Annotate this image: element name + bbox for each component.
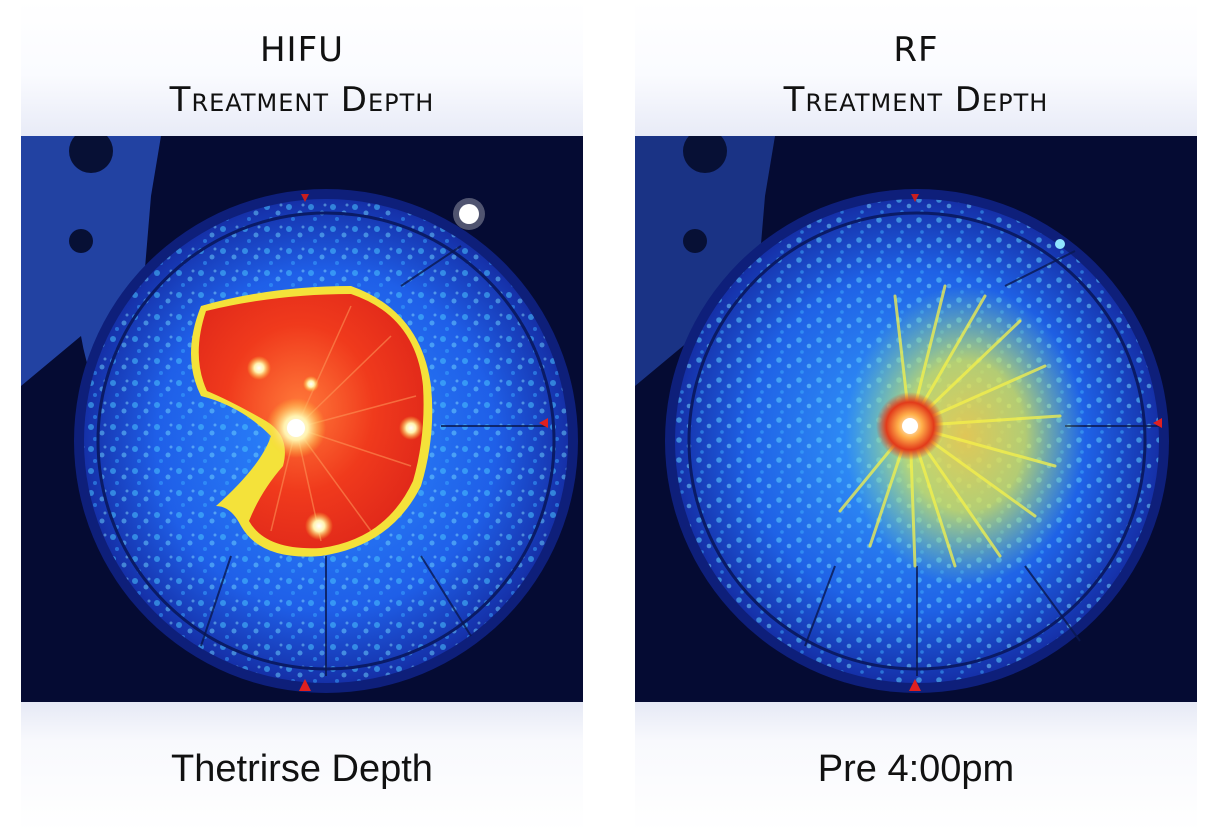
rf-panel: RF Treatment Depth — [635, 0, 1197, 832]
rf-heatmap-svg — [635, 136, 1197, 702]
bottom-marker-icon — [299, 679, 311, 691]
rf-caption: Pre 4:00pm — [817, 748, 1015, 790]
bottom-marker-icon — [909, 679, 921, 691]
hifu-caption: Thetrirse Depth — [171, 748, 433, 790]
right-marker-icon — [1153, 418, 1162, 428]
hifu-subtitle: Treatment Depth — [169, 80, 435, 120]
rf-title-band: RF Treatment Depth — [635, 0, 1197, 136]
rf-title: RF — [893, 30, 939, 70]
hifu-title: HIFU — [259, 30, 345, 70]
rf-subtitle: Treatment Depth — [783, 80, 1049, 120]
hifu-title-band: HIFU Treatment Depth — [21, 0, 583, 136]
hifu-heatmap-svg — [21, 136, 583, 702]
hifu-caption-band: Thetrirse Depth — [21, 702, 583, 832]
right-marker-icon — [539, 418, 548, 428]
top-marker-icon — [911, 194, 919, 202]
hifu-heatmap-image — [21, 136, 583, 702]
hifu-panel: HIFU Treatment Depth — [21, 0, 583, 832]
rf-heatmap-image — [635, 136, 1197, 702]
top-marker-icon — [301, 194, 309, 202]
rf-caption-band: Pre 4:00pm — [635, 702, 1197, 832]
